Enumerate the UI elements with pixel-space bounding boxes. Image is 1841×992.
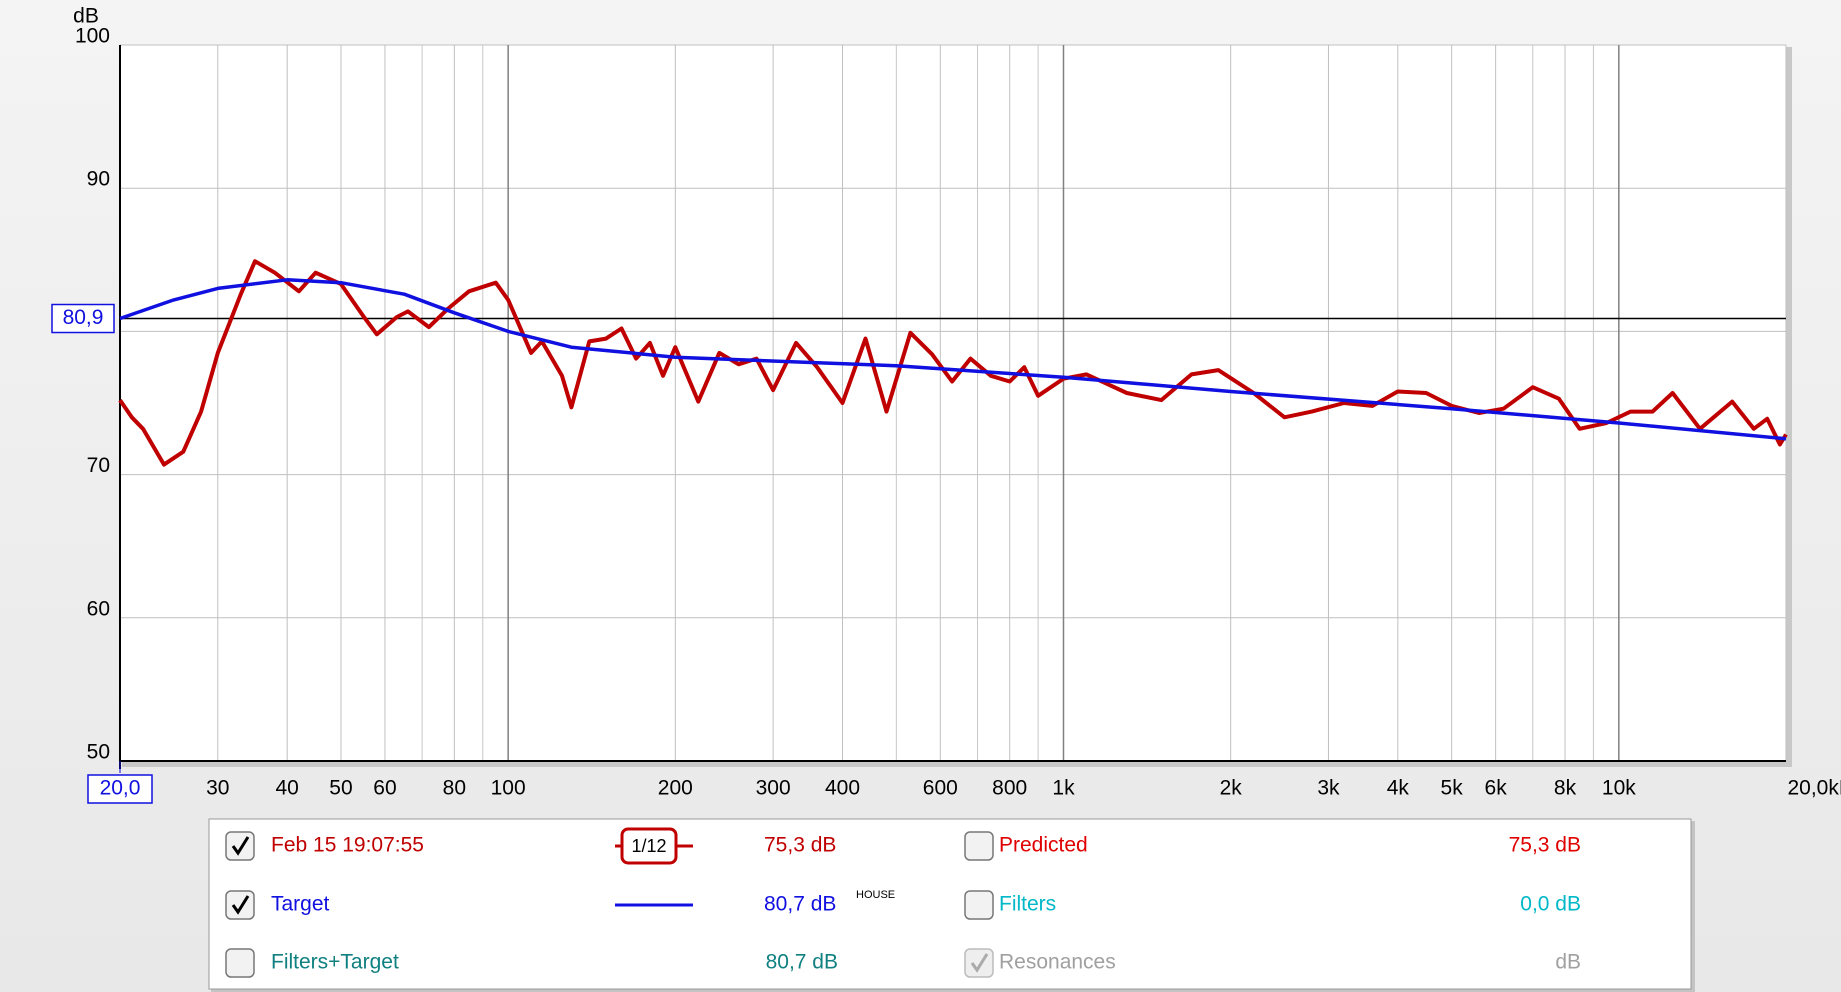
x-tick-label: 200 <box>658 777 693 800</box>
cursor-y-label: 80,9 <box>63 306 104 329</box>
legend-panel <box>208 818 1692 990</box>
x-tick-label: 60 <box>373 777 396 800</box>
x-tick-label: 800 <box>992 777 1027 800</box>
checkbox[interactable] <box>225 831 255 861</box>
legend-value: 75,3 dB <box>1509 834 1581 857</box>
legend-value: 75,3 dB <box>764 834 836 857</box>
x-tick-label: 3k <box>1317 777 1340 800</box>
checkmark <box>231 836 250 856</box>
x-tick-label: 8k <box>1554 777 1577 800</box>
x-tick-label: 100 <box>491 777 526 800</box>
x-tick-label: 30 <box>206 777 229 800</box>
x-tick-label: 5k <box>1441 777 1464 800</box>
y-tick-label: 50 <box>87 741 110 764</box>
x-tick-label: 300 <box>756 777 791 800</box>
legend-name[interactable]: Predicted <box>999 834 1088 857</box>
y-axis-label: dB <box>73 5 99 28</box>
checkbox[interactable] <box>964 831 994 861</box>
legend-name[interactable]: Resonances <box>999 951 1116 974</box>
legend-name[interactable]: Target <box>271 893 330 916</box>
cursor-x-box <box>87 774 153 804</box>
checkmark <box>231 895 250 915</box>
x-tick-label: 1k <box>1052 777 1075 800</box>
smoothing-box[interactable] <box>620 827 678 865</box>
x-tick-label: 10k <box>1602 777 1636 800</box>
x-tick-label: 80 <box>443 777 466 800</box>
series-line <box>119 278 1787 441</box>
x-tick-label: 600 <box>923 777 958 800</box>
x-tick-label: 20,0kHz <box>1787 777 1841 800</box>
legend-value: 80,7 dB <box>766 951 838 974</box>
checkbox[interactable] <box>964 890 994 920</box>
smoothing-label: 1/12 <box>631 836 666 856</box>
plot-area <box>120 45 1786 761</box>
cursor-x-label: 20,0 <box>100 777 141 800</box>
checkmark <box>970 953 989 973</box>
legend-value: 80,7 dB <box>764 893 836 916</box>
checkbox[interactable] <box>964 948 994 978</box>
checkbox[interactable] <box>225 948 255 978</box>
legend-value: dB <box>1555 951 1581 974</box>
x-tick-label: 50 <box>329 777 352 800</box>
legend-name[interactable]: Filters <box>999 893 1056 916</box>
legend-note: HOUSE <box>856 889 895 901</box>
y-tick-label: 70 <box>87 454 110 477</box>
x-tick-label: 6k <box>1485 777 1508 800</box>
x-tick-label: 2k <box>1220 777 1243 800</box>
y-tick-label: 60 <box>87 597 110 620</box>
x-tick-label: 40 <box>275 777 298 800</box>
legend-value: 0,0 dB <box>1520 893 1581 916</box>
legend-name[interactable]: Filters+Target <box>271 951 399 974</box>
y-tick-label: 100 <box>75 25 110 48</box>
x-tick-label: 4k <box>1387 777 1410 800</box>
y-tick-label: 90 <box>87 168 110 191</box>
cursor-y-box <box>51 303 115 334</box>
series-line <box>118 259 1788 467</box>
checkbox[interactable] <box>225 890 255 920</box>
legend-name[interactable]: Feb 15 19:07:55 <box>271 834 424 857</box>
x-tick-label: 400 <box>825 777 860 800</box>
